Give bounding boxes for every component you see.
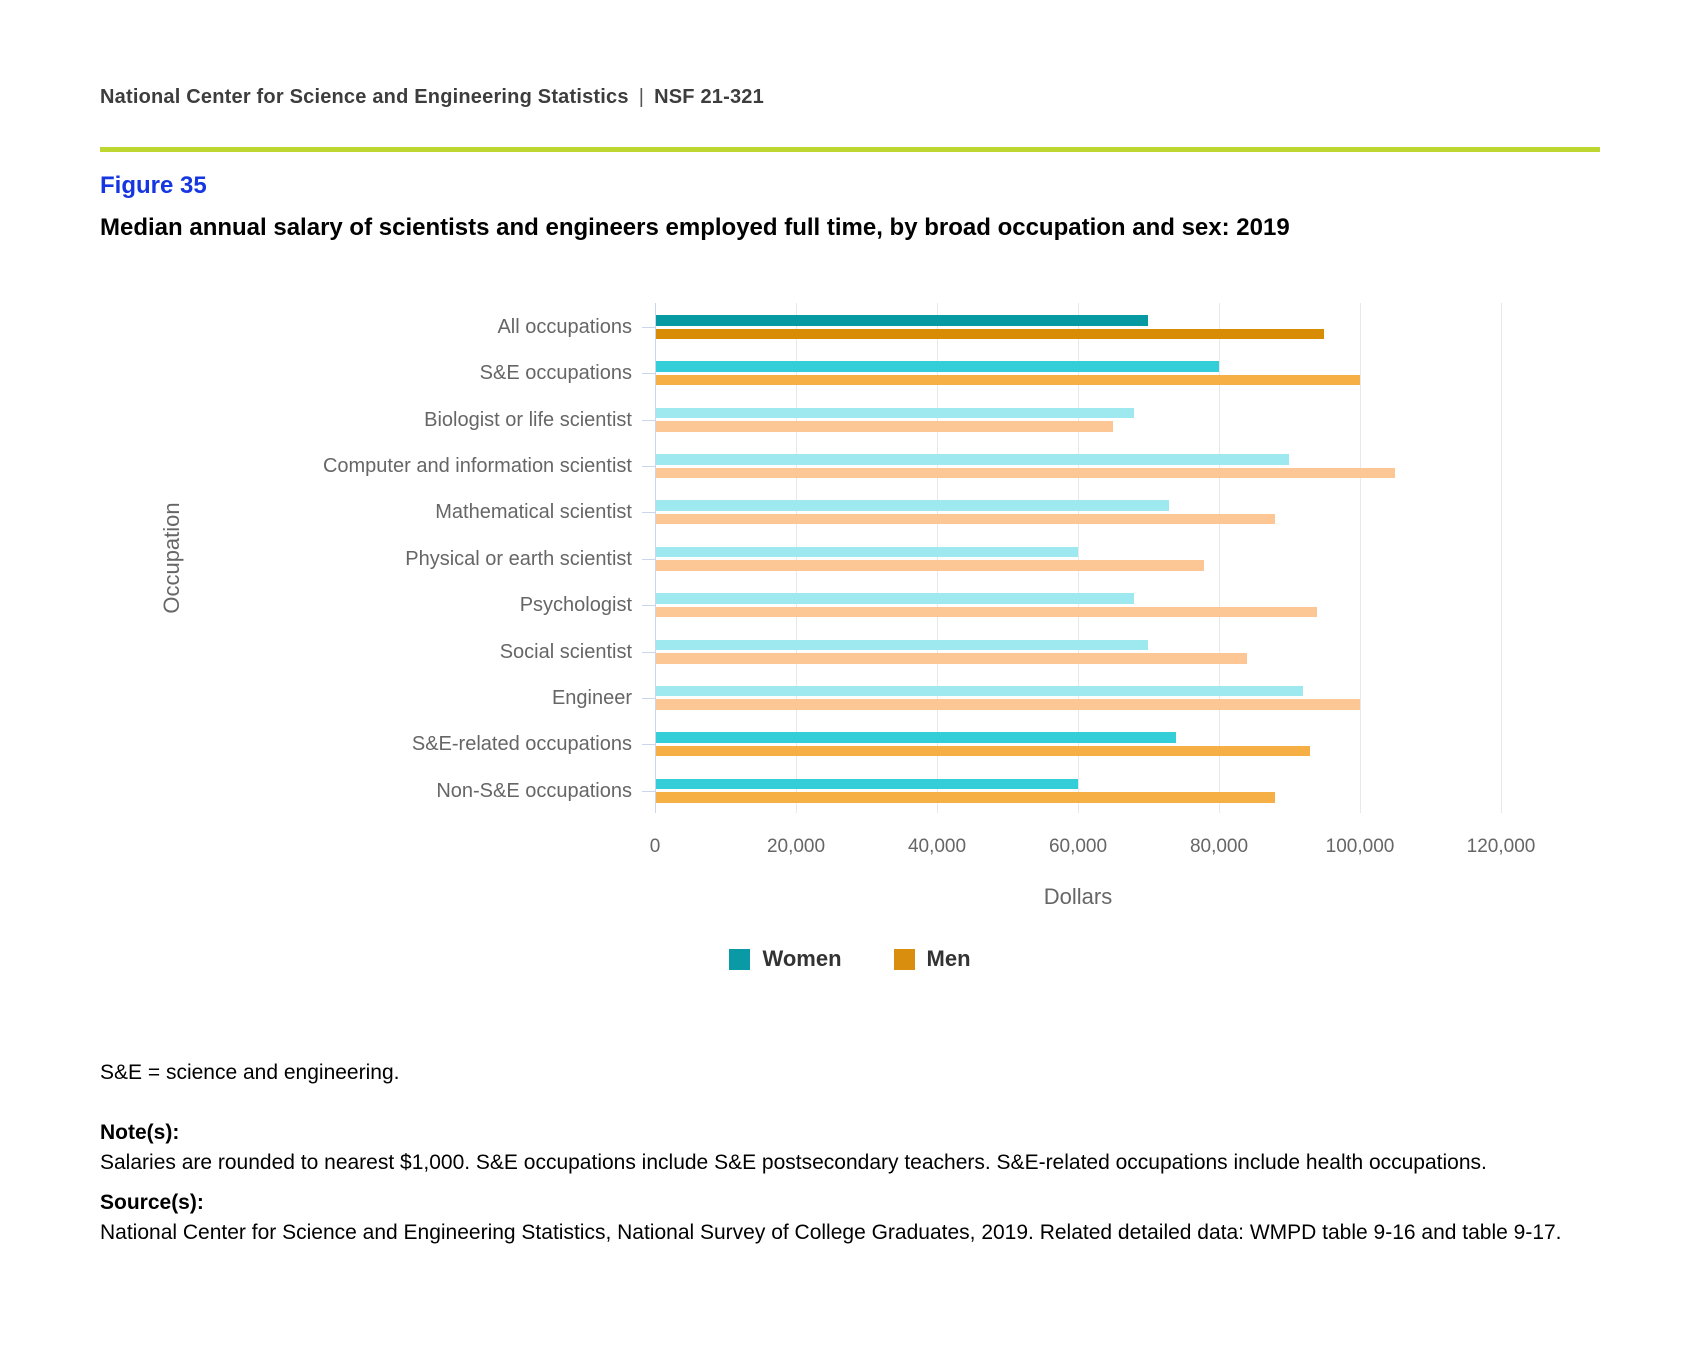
chart-legend: Women Men bbox=[100, 946, 1600, 972]
bar-women-3[interactable] bbox=[656, 407, 1134, 419]
category-label: Engineer bbox=[551, 686, 632, 709]
category-label: Psychologist bbox=[519, 594, 632, 617]
document-header: National Center for Science and Engineer… bbox=[100, 86, 764, 109]
x-axis-title: Dollars bbox=[1043, 884, 1113, 909]
category-tick bbox=[642, 512, 655, 514]
category-tick bbox=[642, 605, 655, 607]
x-tick-label: 40,000 bbox=[907, 836, 967, 857]
category-label: Computer and information scientist bbox=[322, 455, 632, 478]
category-label: S&E occupations bbox=[479, 362, 632, 385]
gridline bbox=[1360, 303, 1361, 813]
figure-label: Figure 35 bbox=[100, 172, 207, 199]
bar-men-1[interactable] bbox=[656, 328, 1325, 339]
bar-men-4[interactable] bbox=[656, 467, 1395, 479]
abbreviation-note: S&E = science and engineering. bbox=[100, 1061, 400, 1084]
category-tick bbox=[642, 697, 655, 699]
figure-title: Median annual salary of scientists and e… bbox=[100, 214, 1290, 241]
header-org: National Center for Science and Engineer… bbox=[100, 86, 629, 108]
category-tick bbox=[642, 327, 655, 328]
x-tick-label: 80,000 bbox=[1189, 836, 1249, 857]
bar-men-11[interactable] bbox=[656, 792, 1275, 803]
category-tick bbox=[642, 790, 655, 792]
legend-item-women[interactable]: Women bbox=[729, 946, 842, 972]
x-tick-label: 100,000 bbox=[1325, 836, 1395, 857]
category-tick bbox=[642, 558, 655, 560]
bar-women-7[interactable] bbox=[656, 593, 1134, 604]
bar-women-9[interactable] bbox=[656, 685, 1304, 697]
bar-women-2[interactable] bbox=[656, 361, 1219, 372]
source-text: National Center for Science and Engineer… bbox=[100, 1221, 1562, 1244]
category-label: All occupations bbox=[497, 316, 632, 338]
category-label: Non-S&E occupations bbox=[436, 779, 632, 802]
bar-women-6[interactable] bbox=[656, 546, 1078, 558]
category-label: Mathematical scientist bbox=[435, 501, 632, 524]
category-axis-line bbox=[655, 303, 656, 813]
x-tick-label: 120,000 bbox=[1466, 836, 1536, 857]
bar-women-1[interactable] bbox=[656, 315, 1148, 326]
bar-men-9[interactable] bbox=[656, 699, 1360, 710]
category-label: Biologist or life scientist bbox=[424, 408, 632, 431]
gridline bbox=[1501, 303, 1502, 813]
category-tick bbox=[642, 373, 655, 375]
category-label: Social scientist bbox=[499, 640, 632, 663]
divider-rule bbox=[100, 147, 1600, 152]
bar-women-5[interactable] bbox=[656, 500, 1170, 511]
category-label: Physical or earth scientist bbox=[405, 547, 632, 570]
legend-swatch-women bbox=[729, 948, 751, 970]
gridline bbox=[796, 303, 797, 813]
bar-women-10[interactable] bbox=[656, 732, 1177, 743]
category-label: S&E-related occupations bbox=[411, 733, 632, 756]
notes-label: Note(s): bbox=[100, 1121, 180, 1144]
legend-label-women: Women bbox=[762, 946, 842, 971]
bar-men-3[interactable] bbox=[656, 421, 1113, 432]
source-label: Source(s): bbox=[100, 1191, 204, 1214]
bar-men-10[interactable] bbox=[656, 745, 1311, 757]
bar-men-7[interactable] bbox=[656, 606, 1318, 618]
bar-men-6[interactable] bbox=[656, 560, 1205, 571]
gridline bbox=[937, 303, 938, 813]
legend-label-men: Men bbox=[926, 946, 971, 971]
notes-text: Salaries are rounded to nearest $1,000. … bbox=[100, 1151, 1487, 1174]
bar-women-11[interactable] bbox=[656, 778, 1078, 790]
category-tick bbox=[642, 744, 655, 746]
bar-men-5[interactable] bbox=[656, 513, 1275, 525]
category-tick bbox=[642, 419, 655, 421]
legend-swatch-men bbox=[893, 948, 915, 970]
category-tick bbox=[642, 466, 655, 468]
bar-men-8[interactable] bbox=[656, 653, 1247, 664]
header-pipe: | bbox=[638, 86, 645, 108]
category-tick bbox=[642, 651, 655, 653]
header-doc-id: NSF 21-321 bbox=[654, 86, 764, 108]
bar-men-2[interactable] bbox=[656, 374, 1360, 386]
x-tick-label: 20,000 bbox=[766, 836, 826, 857]
x-tick-label: 0 bbox=[649, 836, 661, 857]
bar-women-8[interactable] bbox=[656, 639, 1148, 651]
bar-women-4[interactable] bbox=[656, 454, 1289, 465]
x-tick-label: 60,000 bbox=[1048, 836, 1108, 857]
gridline bbox=[1219, 303, 1220, 813]
gridline bbox=[1078, 303, 1079, 813]
legend-item-men[interactable]: Men bbox=[893, 946, 971, 972]
